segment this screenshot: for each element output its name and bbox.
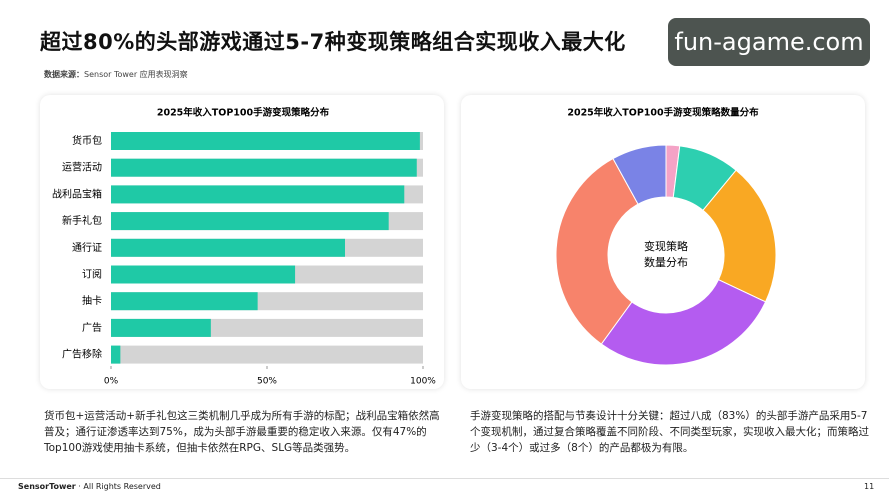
- bar: [111, 158, 417, 177]
- y-tick-label: 运营活动: [62, 161, 102, 174]
- chart-title: 2025年收入TOP100手游变现策略分布: [157, 107, 330, 119]
- paragraph: 货币包+运营活动+新手礼包这三类机制几乎成为所有手游的标配；战利品宝箱依然高普及…: [44, 410, 440, 454]
- footer: SensorTower · All Rights Reserved: [18, 482, 161, 491]
- x-tick-label: 0%: [104, 377, 119, 387]
- donut-segment: [555, 157, 639, 345]
- bar: [111, 185, 405, 204]
- bar: [111, 238, 345, 257]
- source-label: 数据来源：: [44, 70, 84, 79]
- bar: [111, 345, 121, 364]
- brand: SensorTower: [18, 482, 76, 491]
- bar: [111, 265, 296, 284]
- divider: [0, 478, 889, 479]
- bar: [111, 212, 389, 231]
- bar-track: [111, 345, 423, 364]
- source-text: Sensor Tower 应用表现洞察: [84, 70, 188, 79]
- y-tick-label: 抽卡: [82, 294, 102, 307]
- x-tick-label: 50%: [257, 377, 277, 387]
- y-tick-label: 新手礼包: [62, 214, 102, 227]
- y-tick-label: 战利品宝箱: [52, 187, 102, 200]
- paragraph: 手游变现策略的搭配与节奏设计十分关键：超过八成（83%）的头部手游产品采用5-7…: [470, 410, 869, 454]
- bar: [111, 318, 211, 337]
- donut-segment: [612, 144, 667, 205]
- center-label: 变现策略: [644, 239, 688, 253]
- donut-segment: [600, 279, 767, 366]
- watermark: fun-agame.com: [668, 18, 870, 66]
- bar: [111, 132, 420, 150]
- y-tick-label: 广告: [82, 321, 102, 334]
- page-number: 11: [864, 482, 875, 491]
- center-label: 数量分布: [644, 256, 688, 269]
- rights: · All Rights Reserved: [78, 482, 161, 491]
- source: 数据来源：Sensor Tower 应用表现洞察: [44, 69, 188, 80]
- y-tick-label: 通行证: [72, 241, 102, 254]
- y-tick-label: 订阅: [82, 268, 102, 281]
- bar: [111, 292, 258, 311]
- y-tick-label: 广告移除: [62, 348, 102, 361]
- x-tick-label: 100%: [410, 377, 436, 387]
- slide-title: 超过80%的头部游戏通过5-7种变现策略组合实现收入最大化: [40, 30, 626, 54]
- y-tick-label: 货币包: [72, 134, 102, 147]
- chart-title: 2025年收入TOP100手游变现策略数量分布: [567, 107, 759, 119]
